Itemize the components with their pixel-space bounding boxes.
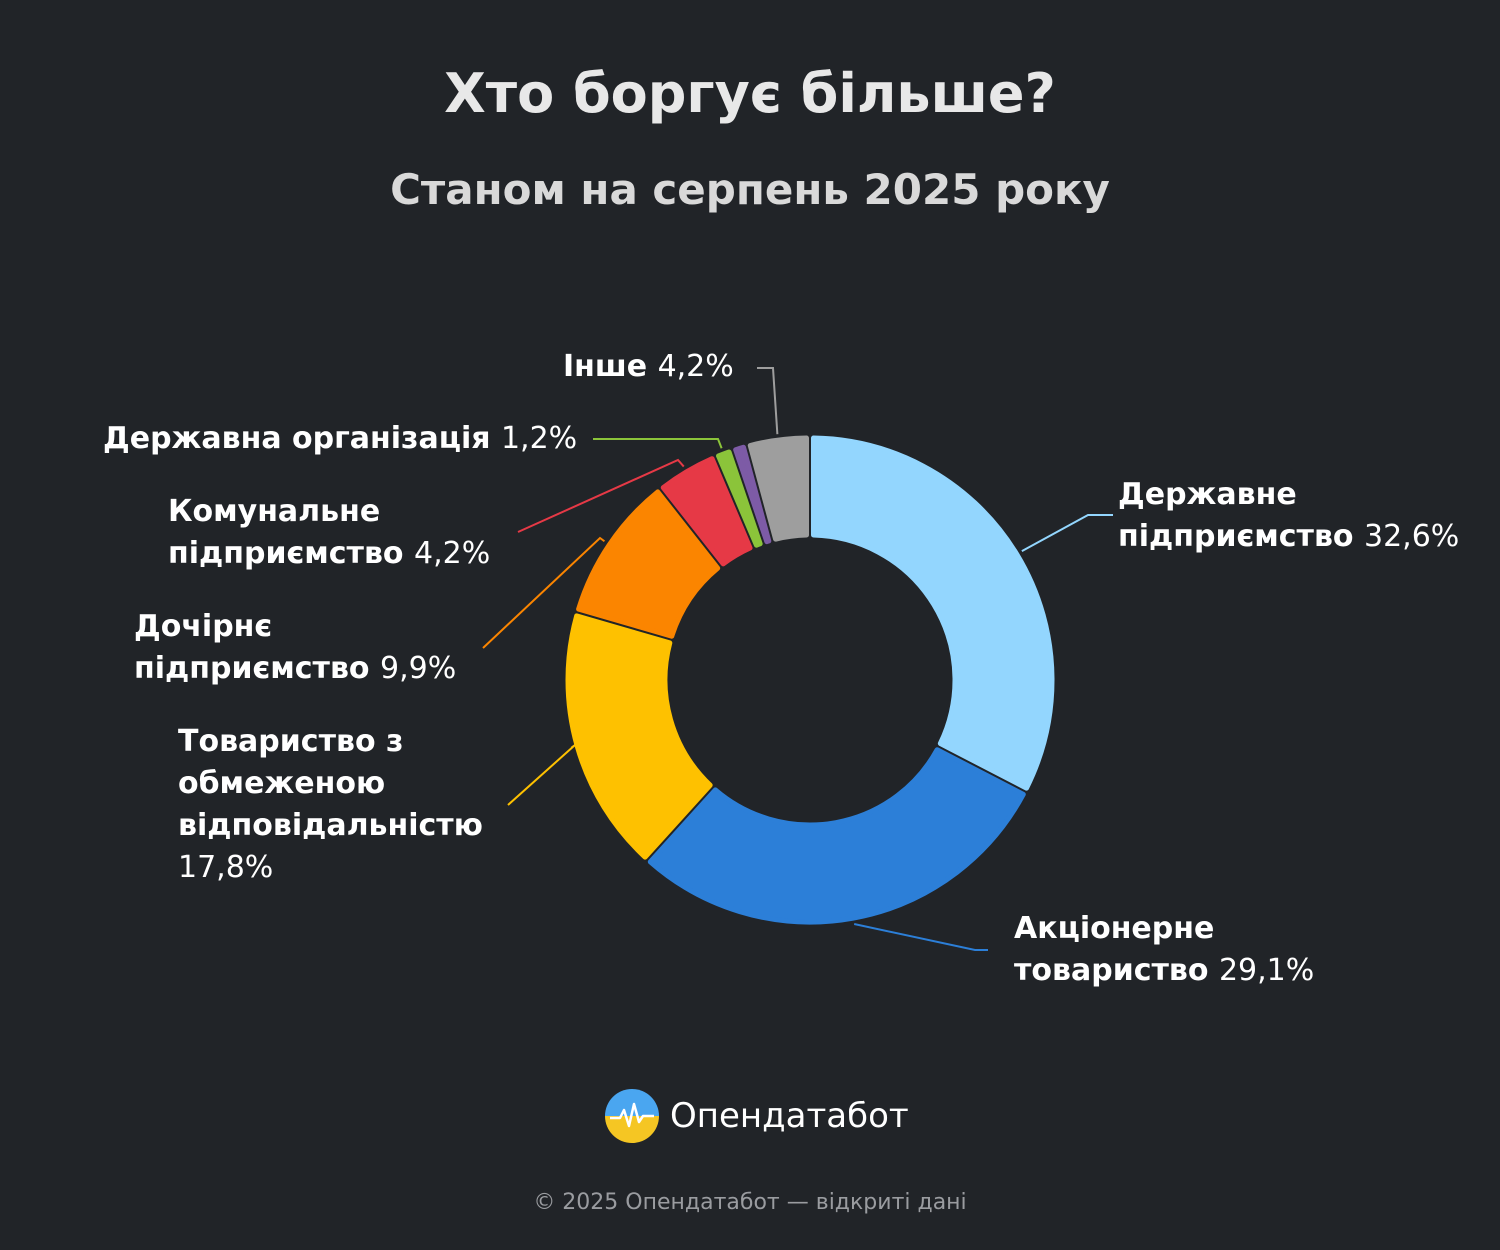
donut-slice-4 — [660, 456, 753, 567]
label-line: Комунальне — [168, 494, 381, 529]
label-line: Державна організація — [103, 421, 491, 456]
label-line: підприємство — [168, 536, 404, 571]
leader-line-5 — [593, 438, 723, 449]
label-line: обмеженою — [178, 766, 386, 801]
label-dochirnie-pidpryiemstvo: Дочірнє підприємство 9,9% — [134, 606, 456, 690]
brand-name: Опендатабот — [670, 1096, 909, 1136]
label-line: підприємство — [134, 651, 370, 686]
label-komunalne-pidpryiemstvo: Комунальне підприємство 4,2% — [168, 491, 490, 575]
chart-subtitle: Станом на серпень 2025 року — [390, 165, 1110, 214]
donut-slice-extra — [733, 444, 772, 545]
label-percent: 17,8% — [178, 850, 274, 885]
leader-line-4 — [517, 458, 685, 533]
label-percent: 4,2% — [657, 349, 734, 384]
label-line: відповідальністю — [178, 808, 483, 843]
label-line: Товариство з — [178, 724, 404, 759]
donut-slice-0 — [811, 435, 1055, 791]
label-inshe: Інше 4,2% — [563, 346, 734, 388]
label-derzhavna-orhanizatsiia: Державна організація 1,2% — [103, 418, 577, 460]
leader-line-0 — [1021, 514, 1113, 552]
label-percent: 4,2% — [414, 536, 491, 571]
label-percent: 32,6% — [1364, 519, 1460, 554]
donut-slice-2 — [565, 613, 713, 860]
brand: Опендатабот — [604, 1088, 909, 1144]
leader-line-2 — [507, 744, 576, 806]
leader-line-6 — [757, 367, 779, 435]
label-line: підприємство — [1118, 519, 1354, 554]
donut-slice-5 — [716, 449, 763, 548]
donut-slice-3 — [576, 489, 721, 639]
label-percent: 1,2% — [500, 421, 578, 456]
label-derzhavne-pidpryiemstvo: Державне підприємство 32,6% — [1118, 474, 1459, 558]
label-line: Державне — [1118, 477, 1297, 512]
label-line: товариство — [1014, 953, 1209, 988]
leader-line-3 — [482, 536, 606, 649]
label-line: Акціонерне — [1014, 911, 1215, 946]
label-line: Інше — [563, 349, 648, 384]
label-percent: 29,1% — [1218, 953, 1315, 988]
footer-copyright: © 2025 Опендатабот — відкриті дані — [533, 1190, 967, 1215]
chart-title: Хто боргує більше? — [444, 62, 1056, 125]
label-tov: Товариство з обмеженою відповідальністю … — [178, 721, 483, 889]
label-line: Дочірнє — [134, 609, 273, 644]
label-aktsionerne-tovarystvo: Акціонерне товариство 29,1% — [1014, 908, 1314, 992]
leader-line-1 — [853, 923, 988, 951]
opendatabot-logo-icon — [605, 1089, 659, 1143]
donut-slice-6 — [747, 435, 809, 542]
donut-slice-1 — [647, 747, 1026, 925]
label-percent: 9,9% — [380, 651, 457, 686]
